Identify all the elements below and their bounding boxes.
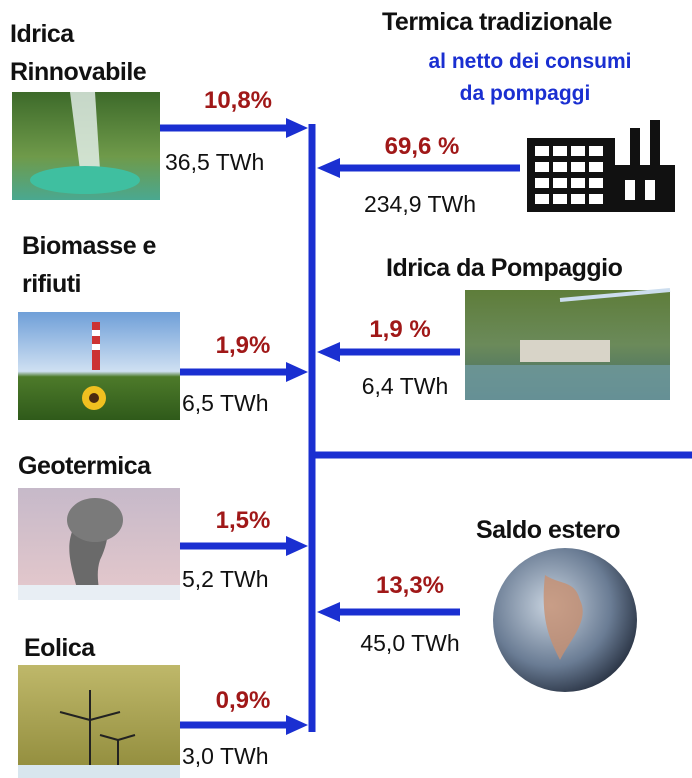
node-percent: 69,6 % [385, 133, 460, 160]
node-title: Rinnovabile [10, 58, 147, 86]
node-percent: 1,5% [216, 507, 271, 534]
flows [160, 118, 692, 735]
node-title: Geotermica [18, 452, 152, 480]
node-energy: 5,2 TWh [182, 566, 269, 592]
node-percent: 13,3% [376, 572, 444, 599]
photo-hydro [12, 92, 160, 200]
node-percent: 10,8% [204, 87, 272, 114]
node-title: Eolica [24, 634, 96, 662]
node-energy: 3,0 TWh [182, 743, 269, 769]
node-energy: 36,5 TWh [165, 149, 264, 175]
node-percent: 1,9 % [369, 316, 430, 343]
node-title: Biomasse e [22, 232, 157, 260]
node-title: Idrica [10, 20, 75, 48]
node-subtitle: da pompaggi [460, 82, 591, 105]
photo-pumped-hydro [465, 288, 671, 400]
node-percent: 1,9% [216, 332, 271, 359]
node-title: rifiuti [22, 270, 81, 298]
photo-biomass [18, 312, 180, 420]
node-title: Saldo estero [476, 516, 620, 544]
photo-wind [18, 665, 180, 778]
icon-factory [527, 120, 675, 212]
node-energy: 6,5 TWh [182, 390, 269, 416]
node-title: Termica tradizionale [382, 8, 612, 36]
photo-geothermal [18, 488, 180, 600]
icon-globe [493, 548, 637, 692]
node-percent: 0,9% [216, 687, 271, 714]
node-energy: 45,0 TWh [360, 630, 459, 656]
node-title: Idrica da Pompaggio [386, 254, 623, 282]
node-subtitle: al netto dei consumi [428, 50, 631, 73]
node-energy: 6,4 TWh [362, 373, 449, 399]
node-energy: 234,9 TWh [364, 191, 476, 217]
